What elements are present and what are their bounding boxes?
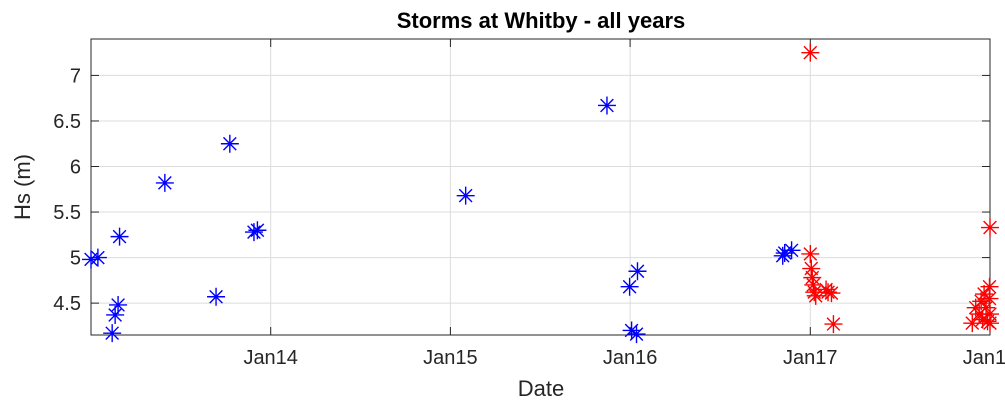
x-tick-label: Jan15 <box>423 347 478 369</box>
data-point-asterisk <box>103 324 122 343</box>
y-tick-label: 7 <box>70 65 81 87</box>
data-point-asterisk <box>804 275 823 294</box>
x-tick-label: Jan16 <box>603 347 658 369</box>
data-point-asterisk <box>782 241 801 260</box>
data-point-asterisk <box>981 314 999 333</box>
data-point-asterisk <box>456 186 475 205</box>
data-point-asterisk <box>207 287 226 306</box>
data-point-asterisk <box>244 223 263 242</box>
data-point-asterisk <box>972 292 991 311</box>
data-point-asterisk <box>248 221 267 240</box>
data-point-asterisk <box>981 305 999 324</box>
data-point-asterisk <box>801 43 820 62</box>
data-point-asterisk <box>970 305 989 324</box>
data-point-asterisk <box>620 277 639 296</box>
y-tick-label: 6.5 <box>53 111 81 133</box>
data-point-asterisk <box>622 321 641 340</box>
y-tick-label: 6 <box>70 157 81 179</box>
plot-area-frame <box>90 38 991 336</box>
x-tick-label: Jan18 <box>963 347 1005 369</box>
data-point-asterisk <box>597 96 616 115</box>
data-point-asterisk <box>106 305 125 324</box>
data-point-asterisk <box>824 315 843 334</box>
data-point-asterisk <box>801 244 820 263</box>
data-point-asterisk <box>963 314 982 333</box>
chart-title: Storms at Whitby - all years <box>397 8 686 33</box>
data-point-asterisk <box>627 325 646 344</box>
data-point-asterisk <box>803 268 822 287</box>
data-point-asterisk <box>981 218 999 237</box>
data-point-asterisk <box>980 289 999 308</box>
x-tick-label: Jan17 <box>783 347 838 369</box>
data-point-asterisk <box>819 283 838 302</box>
data-point-asterisk <box>977 298 996 317</box>
y-tick-label: 5 <box>70 248 81 270</box>
data-point-asterisk <box>110 227 129 246</box>
data-point-asterisk <box>775 244 794 263</box>
y-tick-label: 5.5 <box>53 202 81 224</box>
x-axis-label: Date <box>518 376 564 401</box>
data-points <box>82 43 999 344</box>
data-point-asterisk <box>88 248 107 267</box>
data-point-asterisk <box>802 259 821 278</box>
data-point-asterisk <box>805 283 824 302</box>
y-tick-label: 4.5 <box>53 293 81 315</box>
data-point-asterisk <box>155 173 174 192</box>
data-point-asterisk <box>973 310 992 329</box>
x-tick-label: Jan14 <box>243 347 298 369</box>
data-point-asterisk <box>220 134 239 153</box>
data-point-asterisk <box>980 277 999 296</box>
y-axis-label: Hs (m) <box>10 154 35 220</box>
data-point-asterisk <box>806 286 825 305</box>
data-point-asterisk <box>628 262 647 281</box>
data-point-asterisk <box>82 250 100 269</box>
data-point-asterisk <box>822 284 841 303</box>
data-point-asterisk <box>109 295 128 314</box>
axis-ticks: Jan14 Jan15 Jan16 Jan17 Jan18 4.5 5 5.5 6 6.5 7 <box>53 39 1005 369</box>
